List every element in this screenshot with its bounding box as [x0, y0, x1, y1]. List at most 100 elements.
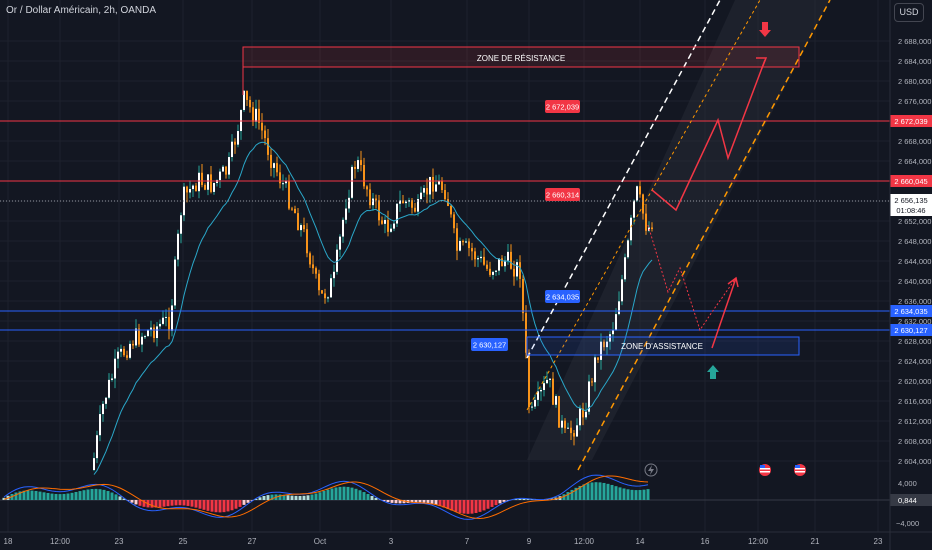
candle-body — [189, 189, 191, 193]
candle-body — [156, 326, 158, 339]
macd-line — [3, 474, 649, 520]
macd-bar — [198, 500, 202, 509]
trend-channel-fill — [527, 0, 830, 460]
candle-body — [504, 260, 506, 267]
support-zone[interactable] — [526, 336, 800, 356]
time-tick: 27 — [248, 537, 257, 546]
candle-body — [312, 264, 314, 269]
candle-body — [639, 186, 641, 195]
candle-body — [132, 343, 134, 346]
macd-bar — [562, 494, 566, 500]
candle-body — [570, 427, 572, 434]
macd-bar — [478, 500, 482, 512]
time-tick: 12:00 — [748, 537, 769, 546]
macd-bar — [402, 500, 406, 504]
candle-body — [498, 258, 500, 271]
candle-body — [600, 341, 602, 360]
candle-body — [276, 163, 278, 173]
time-tick: Oct — [314, 537, 327, 546]
macd-bar — [222, 500, 226, 513]
channel-upper-line[interactable] — [526, 0, 721, 359]
candle-body — [153, 327, 155, 339]
candle-body — [435, 184, 437, 192]
time-axis[interactable] — [0, 532, 932, 550]
candle-body — [174, 259, 176, 306]
candle-body — [573, 433, 575, 437]
macd-bar — [302, 495, 306, 500]
macd-bar — [266, 495, 270, 500]
us-flag-icon[interactable] — [794, 464, 806, 476]
candle-body — [624, 257, 626, 280]
svg-text:2 634,035: 2 634,035 — [546, 293, 579, 302]
candle-body — [321, 290, 323, 294]
candle-body — [453, 214, 455, 229]
candle-body — [459, 240, 461, 251]
candle-body — [357, 160, 359, 169]
candle-body — [279, 172, 281, 184]
candle-body — [522, 278, 524, 314]
time-tick: 23 — [874, 537, 883, 546]
macd-bar — [466, 500, 470, 514]
candle-body — [255, 108, 257, 122]
candle-body — [507, 251, 509, 261]
candle-body — [204, 184, 206, 190]
macd-bar — [626, 489, 630, 500]
macd-bar — [602, 482, 606, 500]
candle-body — [594, 357, 596, 383]
macd-bar — [422, 500, 426, 503]
candlestick-series — [93, 90, 653, 472]
macd-bar — [606, 483, 610, 500]
macd-bar — [278, 494, 282, 500]
macd-bar — [622, 488, 626, 500]
price-tick: 2 624,000 — [898, 357, 931, 366]
candle-body — [324, 293, 326, 299]
candle-body — [540, 390, 542, 392]
svg-text:2 630,127: 2 630,127 — [894, 326, 927, 335]
candle-body — [576, 425, 578, 437]
macd-bar — [162, 500, 166, 507]
candle-body — [180, 215, 182, 234]
macd-bar — [362, 492, 366, 500]
candle-body — [273, 163, 275, 168]
us-flag-icon[interactable] — [759, 464, 771, 476]
candle-body — [555, 396, 557, 405]
macd-bar — [238, 500, 242, 507]
candle-body — [267, 138, 269, 155]
resistance-zone[interactable] — [242, 46, 800, 68]
price-axis[interactable] — [890, 0, 932, 532]
macd-bar — [138, 500, 142, 506]
macd-bar — [46, 492, 50, 500]
macd-bar — [166, 500, 170, 507]
candle-body — [615, 314, 617, 331]
channel-lower-line[interactable] — [577, 0, 831, 471]
macd-bar — [298, 495, 302, 500]
resistance-zone-label: ZONE DE RÉSISTANCE — [477, 54, 565, 63]
macd-bar — [62, 493, 66, 500]
macd-bar — [514, 499, 518, 500]
candle-body — [186, 186, 188, 193]
candle-body — [402, 200, 404, 204]
candle-body — [141, 336, 143, 345]
candle-body — [354, 166, 356, 169]
macd-bar — [338, 486, 342, 500]
candle-body — [381, 220, 383, 224]
price-tick: 2 664,000 — [898, 157, 931, 166]
macd-bar — [470, 500, 474, 514]
candle-body — [213, 182, 215, 192]
candle-body — [561, 420, 563, 428]
macd-bar — [342, 486, 346, 500]
price-tick: 2 652,000 — [898, 217, 931, 226]
macd-bar — [294, 495, 298, 500]
candle-body — [165, 316, 167, 318]
candle-body — [351, 166, 353, 198]
macd-bar — [110, 492, 114, 500]
svg-text:2 672,039: 2 672,039 — [546, 103, 579, 112]
candle-body — [591, 381, 593, 383]
lightning-icon[interactable] — [644, 463, 658, 477]
candle-body — [201, 172, 203, 185]
macd-bar — [474, 500, 478, 513]
macd-bar — [190, 500, 194, 507]
currency-button[interactable]: USD — [894, 3, 924, 22]
candle-body — [525, 313, 527, 353]
